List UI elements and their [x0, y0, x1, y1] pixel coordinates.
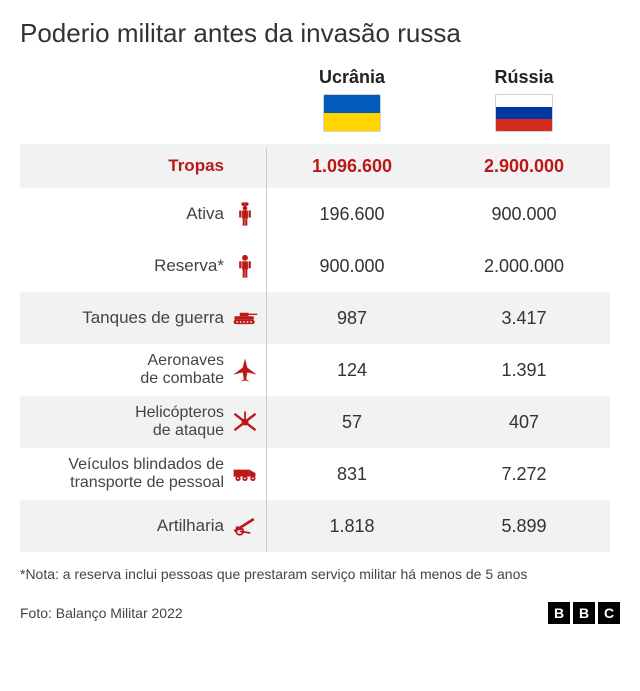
- column-header-ukraine: Ucrânia: [266, 67, 438, 94]
- russia-value: 407: [438, 396, 610, 448]
- page-title: Poderio militar antes da invasão russa: [20, 18, 620, 49]
- russia-value: 2.000.000: [438, 240, 610, 292]
- source-label: Foto: Balanço Militar 2022: [20, 605, 183, 621]
- ukraine-value: 1.096.600: [266, 144, 438, 188]
- tank-icon: [231, 304, 259, 332]
- bbc-logo: B B C: [548, 602, 620, 624]
- row-label: Aeronavesde combate: [20, 344, 230, 396]
- infographic-container: Poderio militar antes da invasão russa U…: [0, 0, 640, 638]
- flag-cell-ukraine: [266, 94, 438, 144]
- row-label: Reserva*: [20, 240, 230, 292]
- flag-cell-russia: [438, 94, 610, 144]
- row-label: Helicópterosde ataque: [20, 396, 230, 448]
- row-icon-cell: [230, 144, 266, 188]
- row-label: Tanques de guerra: [20, 292, 230, 344]
- person-icon: [231, 252, 259, 280]
- ukraine-value: 831: [266, 448, 438, 500]
- apc-icon: [231, 460, 259, 488]
- column-divider: [266, 147, 267, 552]
- ukraine-value: 124: [266, 344, 438, 396]
- russia-value: 5.899: [438, 500, 610, 552]
- row-icon-cell: [230, 292, 266, 344]
- row-icon-cell: [230, 500, 266, 552]
- row-label: Ativa: [20, 188, 230, 240]
- ukraine-value: 196.600: [266, 188, 438, 240]
- row-icon-cell: [230, 240, 266, 292]
- logo-letter: B: [573, 602, 595, 624]
- russia-value: 2.900.000: [438, 144, 610, 188]
- row-icon-cell: [230, 396, 266, 448]
- row-icon-cell: [230, 344, 266, 396]
- russia-flag-icon: [495, 94, 553, 132]
- row-label: Tropas: [20, 144, 230, 188]
- russia-value: 900.000: [438, 188, 610, 240]
- russia-value: 3.417: [438, 292, 610, 344]
- comparison-table: Ucrânia Rússia Tropas 1.096.600 2.900.00…: [20, 67, 620, 552]
- row-label: Artilharia: [20, 500, 230, 552]
- ukraine-value: 987: [266, 292, 438, 344]
- russia-value: 1.391: [438, 344, 610, 396]
- row-icon-cell: [230, 188, 266, 240]
- ukraine-value: 1.818: [266, 500, 438, 552]
- logo-letter: C: [598, 602, 620, 624]
- soldier-icon: [231, 200, 259, 228]
- ukraine-value: 900.000: [266, 240, 438, 292]
- ukraine-flag-icon: [323, 94, 381, 132]
- ukraine-value: 57: [266, 396, 438, 448]
- jet-icon: [231, 356, 259, 384]
- column-header-russia: Rússia: [438, 67, 610, 94]
- artillery-icon: [231, 512, 259, 540]
- russia-value: 7.272: [438, 448, 610, 500]
- footnote: *Nota: a reserva inclui pessoas que pres…: [20, 566, 620, 582]
- row-icon-cell: [230, 448, 266, 500]
- footer: Foto: Balanço Militar 2022 B B C: [20, 602, 620, 624]
- row-label: Veículos blindados detransporte de pesso…: [20, 448, 230, 500]
- logo-letter: B: [548, 602, 570, 624]
- helicopter-icon: [231, 408, 259, 436]
